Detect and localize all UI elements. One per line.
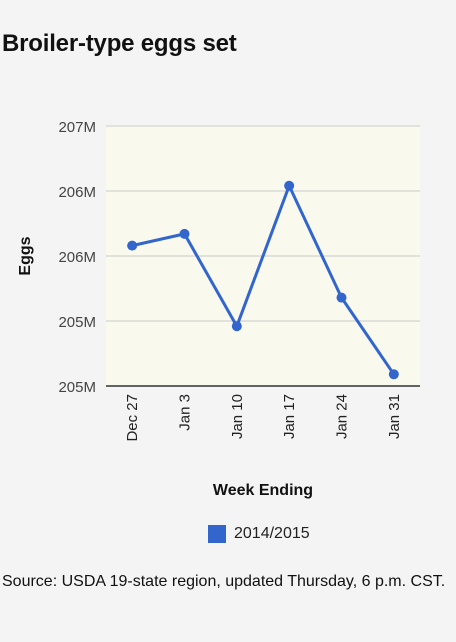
series-line: [131, 184, 396, 376]
legend-swatch: [208, 525, 226, 543]
y-tick-label: 206M: [58, 249, 96, 266]
x-tick-label: Jan 10: [229, 394, 246, 439]
y-axis-ticks: 207M 206M 206M 205M 205M: [58, 119, 96, 396]
chart-title: Broiler-type eggs set: [2, 30, 237, 57]
x-axis-ticks: Dec 27 Jan 3 Jan 10 Jan 17 Jan 24 Jan 31: [124, 394, 403, 442]
source-note: Source: USDA 19-state region, updated Th…: [2, 573, 446, 590]
y-axis-title: Eggs: [17, 236, 34, 275]
data-point[interactable]: [388, 369, 399, 380]
data-point[interactable]: [179, 228, 190, 239]
y-tick-label: 206M: [58, 184, 96, 201]
data-point[interactable]: [336, 292, 347, 303]
data-point[interactable]: [284, 180, 295, 191]
legend[interactable]: 2014/2015: [208, 525, 310, 543]
legend-label: 2014/2015: [234, 525, 310, 542]
x-tick-label: Jan 3: [177, 394, 194, 431]
data-point[interactable]: [231, 321, 242, 332]
y-tick-label: 205M: [58, 314, 96, 331]
x-tick-label: Dec 27: [124, 394, 141, 442]
x-tick-label: Jan 17: [281, 394, 298, 439]
x-tick-label: Jan 31: [386, 394, 403, 439]
x-tick-label: Jan 24: [334, 394, 351, 439]
x-axis-title: Week Ending: [213, 482, 313, 499]
series-layer: [127, 180, 399, 380]
y-tick-label: 205M: [58, 379, 96, 396]
data-point[interactable]: [127, 240, 138, 251]
y-tick-label: 207M: [58, 119, 96, 136]
